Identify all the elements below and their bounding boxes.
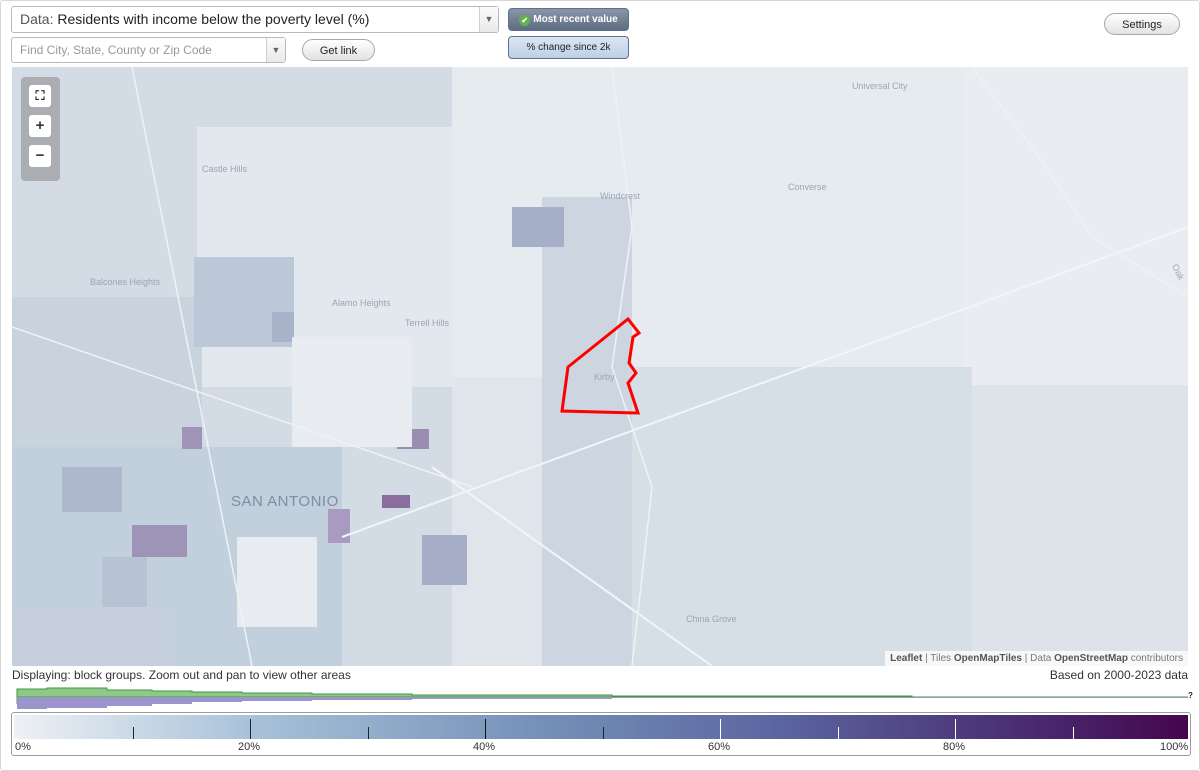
legend-label: 20% xyxy=(238,741,261,753)
place-label: Converse xyxy=(788,182,827,192)
search-input[interactable] xyxy=(20,43,260,57)
city-label: SAN ANTONIO xyxy=(231,493,339,510)
data-selector[interactable]: Data: Residents with income below the po… xyxy=(11,6,499,33)
settings-button[interactable]: Settings xyxy=(1104,13,1180,35)
location-search[interactable]: ▼ xyxy=(11,37,286,63)
legend-minor-tick xyxy=(603,727,604,739)
change-since-toggle[interactable]: % change since 2k xyxy=(508,36,629,59)
legend-major-tick xyxy=(720,719,721,739)
openstreetmap-link[interactable]: OpenStreetMap xyxy=(1054,653,1128,664)
openmaptiles-link[interactable]: OpenMapTiles xyxy=(953,653,1022,664)
most-recent-label: Most recent value xyxy=(533,14,618,25)
zoom-control: ⛶ + − xyxy=(21,77,60,181)
legend-minor-tick xyxy=(368,727,369,739)
display-status: Displaying: block groups. Zoom out and p… xyxy=(12,668,351,682)
legend-minor-tick xyxy=(133,727,134,739)
data-selector-value: Residents with income below the poverty … xyxy=(57,11,370,27)
legend-minor-tick xyxy=(1073,727,1074,739)
legend-label: 40% xyxy=(473,741,496,753)
place-label: China Grove xyxy=(686,614,737,624)
legend-label: 100% xyxy=(1160,741,1189,753)
leaflet-link[interactable]: Leaflet xyxy=(890,653,923,664)
data-selector-prefix: Data: xyxy=(20,11,54,27)
fullscreen-icon[interactable]: ⛶ xyxy=(29,85,51,107)
legend-major-tick xyxy=(250,719,251,739)
attribution-text: | Data xyxy=(1022,653,1055,664)
map-attribution: Leaflet | Tiles OpenMapTiles | Data Open… xyxy=(885,651,1188,666)
attribution-text: contributors xyxy=(1127,653,1183,664)
unknown-marker: ? xyxy=(1188,691,1193,700)
place-label: Kirby xyxy=(594,372,615,382)
map-view[interactable]: Universal City Castle Hills Windcrest Co… xyxy=(12,67,1188,666)
legend-major-tick xyxy=(955,719,956,739)
place-label: Windcrest xyxy=(600,191,641,201)
attribution-text: | Tiles xyxy=(922,653,954,664)
color-scale xyxy=(14,715,1188,739)
place-label: Balcones Heights xyxy=(90,277,161,287)
legend-major-tick xyxy=(485,719,486,739)
chevron-down-icon[interactable]: ▼ xyxy=(479,7,498,32)
value-histogram xyxy=(16,687,1188,709)
zoom-in-button[interactable]: + xyxy=(29,115,51,137)
place-label: Universal City xyxy=(852,81,908,91)
legend-label: 60% xyxy=(708,741,731,753)
zoom-out-button[interactable]: − xyxy=(29,145,51,167)
choropleth-tiles xyxy=(12,67,1188,666)
legend-minor-tick xyxy=(838,727,839,739)
chevron-down-icon[interactable]: ▼ xyxy=(266,38,285,62)
legend-label: 0% xyxy=(15,741,31,753)
place-label: Castle Hills xyxy=(202,164,248,174)
data-range-note: Based on 2000-2023 data xyxy=(1049,668,1188,682)
most-recent-toggle[interactable]: ✔ Most recent value xyxy=(508,8,629,31)
legend-label: 80% xyxy=(943,741,966,753)
get-link-button[interactable]: Get link xyxy=(302,39,375,61)
check-icon: ✔ xyxy=(519,15,531,26)
color-legend[interactable]: 0% 20% 40% 60% 80% 100% xyxy=(11,712,1191,756)
place-label: Alamo Heights xyxy=(332,298,391,308)
selected-area-outline xyxy=(560,316,642,415)
place-label: Terrell Hills xyxy=(405,318,450,328)
